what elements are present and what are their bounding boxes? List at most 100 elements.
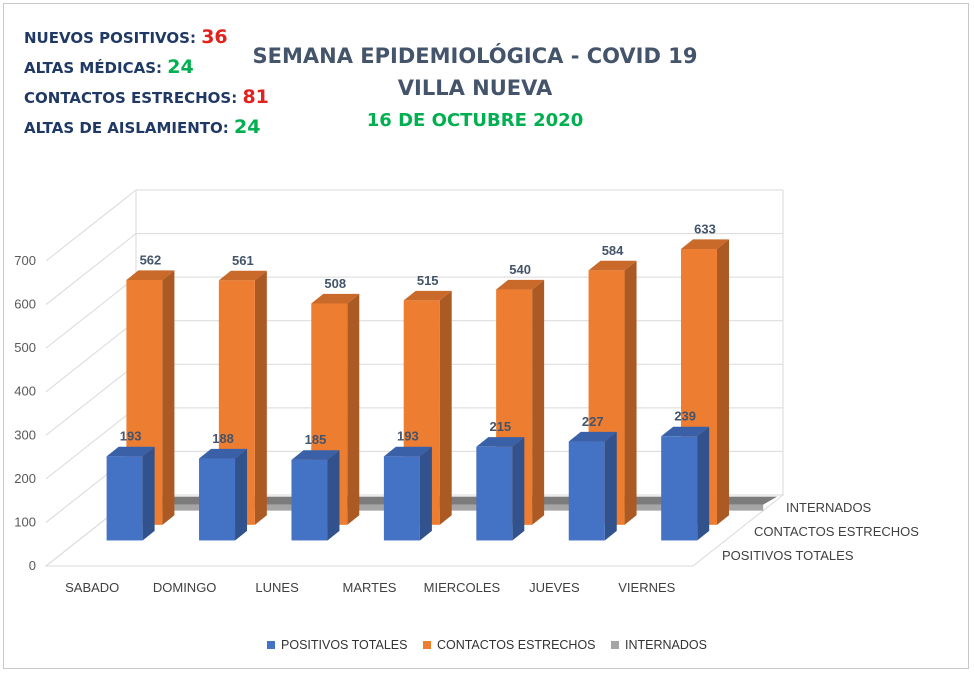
- chart-legend: POSITIVOS TOTALES CONTACTOS ESTRECHOS IN…: [0, 638, 974, 652]
- bar-side-face: [254, 270, 267, 525]
- legend-swatch-gray: [611, 641, 620, 649]
- stats-panel: NUEVOS POSITIVOS: 36 ALTAS MÉDICAS: 24 C…: [24, 22, 269, 142]
- y-tick-label: 100: [14, 514, 36, 529]
- bar-positivos-totales: [383, 446, 432, 541]
- y-tick-label: 700: [14, 253, 36, 268]
- legend-swatch-orange: [422, 641, 431, 649]
- depth-axis-label: CONTACTOS ESTRECHOS: [754, 524, 919, 539]
- stat-label: CONTACTOS ESTRECHOS:: [24, 89, 238, 107]
- bar-side-face: [142, 446, 155, 541]
- bar-value-label: 227: [582, 414, 604, 429]
- depth-axis-label: POSITIVOS TOTALES: [722, 548, 854, 563]
- stat-value: 81: [242, 86, 269, 108]
- chart-floor: [44, 494, 785, 567]
- legend-swatch-blue: [267, 641, 276, 649]
- legend-item-positivos: POSITIVOS TOTALES: [267, 638, 407, 652]
- bar-top-face: [661, 426, 710, 437]
- bar-value-label: 633: [694, 221, 716, 236]
- x-tick-label: LUNES: [255, 580, 299, 595]
- gridline-side: [45, 407, 137, 480]
- bar-positivos-totales: [199, 448, 248, 541]
- bar-value-label: 188: [212, 431, 234, 446]
- bar-side-face: [697, 426, 710, 541]
- chart-subtitle: VILLA NUEVA: [397, 76, 553, 100]
- bar-front-face: [568, 441, 605, 541]
- bar-side-face: [347, 293, 360, 525]
- bar-front-face: [199, 458, 236, 541]
- bar-value-label: 193: [397, 429, 419, 444]
- bar-side-face: [532, 279, 545, 525]
- bar-top-face: [496, 279, 545, 290]
- stat-isolation-discharges: ALTAS DE AISLAMIENTO: 24: [24, 112, 269, 142]
- bar-front-face: [661, 436, 698, 541]
- bar-top-face: [106, 446, 155, 457]
- y-tick-label: 600: [14, 297, 36, 312]
- bar-side-face: [604, 431, 617, 541]
- gridline-side: [45, 363, 137, 436]
- bar-front-face: [383, 456, 420, 541]
- bar-front-face: [476, 446, 513, 541]
- bar-top-face: [199, 448, 248, 459]
- chart-title-block: SEMANA EPIDEMIOLÓGICA - COVID 19 VILLA N…: [240, 40, 710, 136]
- bar-top-face: [218, 270, 267, 281]
- bar-value-label: 515: [417, 273, 439, 288]
- bar-value-label: 508: [324, 276, 346, 291]
- stat-new-positives: NUEVOS POSITIVOS: 36: [24, 22, 269, 52]
- y-tick-label: 0: [29, 558, 36, 573]
- legend-label: CONTACTOS ESTRECHOS: [436, 638, 596, 652]
- gridline-side: [45, 189, 137, 262]
- bar-front-face: [106, 456, 143, 541]
- y-tick-label: 200: [14, 471, 36, 486]
- y-tick-label: 300: [14, 427, 36, 442]
- bar-positivos-totales: [568, 431, 617, 541]
- gridline-side: [45, 233, 137, 305]
- bar-side-face: [624, 260, 637, 525]
- gridline-side: [45, 320, 137, 393]
- stat-medical-discharges: ALTAS MÉDICAS: 24: [24, 52, 269, 82]
- legend-label: POSITIVOS TOTALES: [281, 638, 408, 652]
- x-tick-label: SABADO: [65, 580, 119, 595]
- bar-top-face: [383, 446, 432, 457]
- bar-value-label: 215: [489, 419, 511, 434]
- bar-positivos-totales: [661, 426, 710, 541]
- bar-contactos-estrechos: [496, 279, 545, 525]
- bar-positivos-totales: [106, 446, 155, 541]
- stat-value: 36: [201, 26, 228, 48]
- legend-label: INTERNADOS: [625, 638, 707, 652]
- bar-side-face: [512, 437, 525, 541]
- y-tick-label: 500: [14, 340, 36, 355]
- bar-front-face: [291, 459, 328, 541]
- legend-item-contactos: CONTACTOS ESTRECHOS: [422, 638, 596, 652]
- legend-item-internados: INTERNADOS: [611, 638, 707, 652]
- bar-side-face: [162, 270, 175, 525]
- bar-top-face: [588, 260, 637, 271]
- chart-frame: [3, 3, 969, 669]
- bar-top-face: [311, 293, 360, 304]
- stat-close-contacts: CONTACTOS ESTRECHOS: 81: [24, 82, 269, 112]
- bar-side-face: [235, 448, 248, 541]
- stat-value: 24: [234, 116, 261, 138]
- stat-label: NUEVOS POSITIVOS:: [24, 29, 196, 47]
- bar-value-label: 193: [120, 429, 142, 444]
- bar-value-label: 540: [509, 262, 531, 277]
- stat-value: 24: [167, 56, 194, 78]
- bar-positivos-totales: [291, 450, 340, 541]
- bar-value-label: 562: [140, 252, 162, 267]
- bar-top-face: [126, 270, 175, 280]
- bar-side-face: [327, 450, 340, 541]
- bar-top-face: [403, 290, 452, 301]
- bar-value-label: 239: [674, 409, 696, 424]
- bar-top-face: [568, 431, 617, 442]
- stat-label: ALTAS MÉDICAS:: [24, 59, 163, 77]
- x-tick-label: VIERNES: [618, 580, 675, 595]
- chart-title: SEMANA EPIDEMIOLÓGICA - COVID 19: [252, 44, 698, 68]
- gridline-side: [45, 276, 137, 349]
- x-tick-label: MIERCOLES: [424, 580, 501, 595]
- bar-value-label: 185: [305, 432, 327, 447]
- chart-date: 16 DE OCTUBRE 2020: [366, 110, 584, 131]
- bar-side-face: [419, 446, 432, 541]
- bar-contactos-estrechos: [403, 290, 452, 525]
- bar-side-face: [439, 290, 452, 525]
- bar-side-face: [716, 239, 729, 525]
